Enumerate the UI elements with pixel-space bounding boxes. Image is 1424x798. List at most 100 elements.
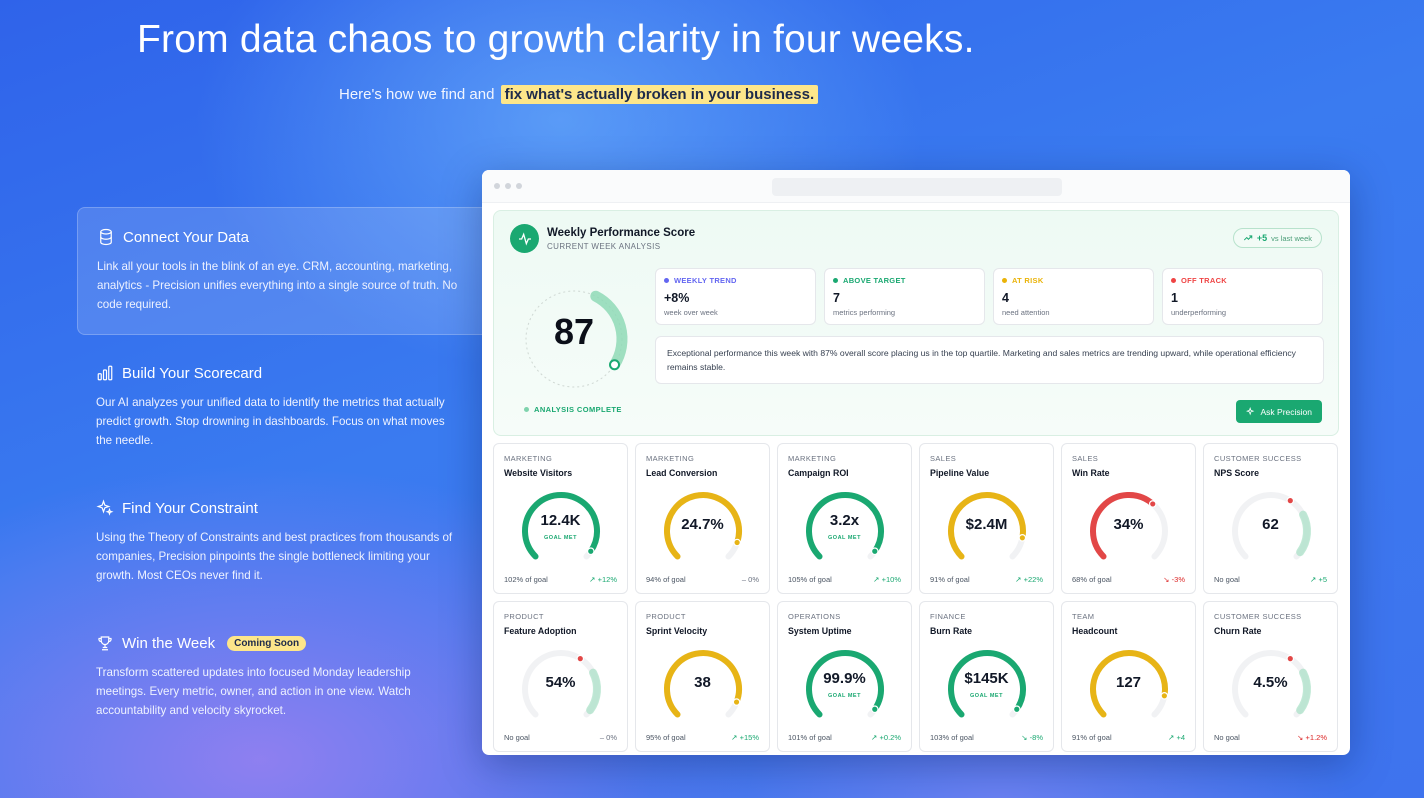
- metric-footer: 105% of goal ↗ +10%: [788, 575, 901, 584]
- metric-delta: ↗ +4: [1168, 733, 1185, 742]
- goal-met-label: GOAL MET: [970, 693, 1003, 699]
- metric-card[interactable]: CUSTOMER SUCCESS NPS Score 62 No goal ↗ …: [1203, 443, 1338, 594]
- stat-note: need attention: [1002, 308, 1050, 317]
- metric-card[interactable]: MARKETING Website Visitors 12.4K GOAL ME…: [493, 443, 628, 594]
- metric-footer: 102% of goal ↗ +12%: [504, 575, 617, 584]
- gauge-marker: [1286, 654, 1295, 663]
- gauge-fill: [586, 668, 601, 715]
- metric-name: Churn Rate: [1214, 626, 1262, 636]
- score-gauge: [525, 290, 628, 388]
- ask-precision-button[interactable]: Ask Precision: [1235, 400, 1322, 423]
- address-bar: [772, 178, 1062, 196]
- metric-delta: ↗ +10%: [873, 575, 901, 584]
- metric-card[interactable]: TEAM Headcount 127 91% of goal ↗ +4: [1061, 601, 1196, 752]
- hero-subtitle-highlight: fix what's actually broken in your busin…: [500, 85, 819, 104]
- step-build-scorecard[interactable]: Build Your Scorecard Our AI analyzes you…: [77, 344, 482, 470]
- metric-category: FINANCE: [930, 612, 966, 621]
- gauge-fill: [948, 492, 1026, 560]
- step-find-constraint[interactable]: Find Your Constraint Using the Theory of…: [77, 479, 482, 605]
- metric-gauge: [1090, 492, 1168, 560]
- gauge-marker: [870, 547, 879, 556]
- stat-card: OFF TRACK 1 underperforming: [1162, 268, 1323, 325]
- metric-card[interactable]: SALES Pipeline Value $2.4M 91% of goal ↗…: [919, 443, 1054, 594]
- status-dot: [1171, 278, 1176, 283]
- gauge-fill: [590, 290, 628, 371]
- performance-summary: Exceptional performance this week with 8…: [655, 336, 1324, 384]
- gauge-marker: [1018, 533, 1027, 542]
- trend-up-icon: [1243, 235, 1253, 241]
- metric-name: Burn Rate: [930, 626, 973, 636]
- goal-percent: 101% of goal: [788, 733, 832, 742]
- metric-footer: 91% of goal ↗ +22%: [930, 575, 1043, 584]
- metric-delta: ↘ -3%: [1163, 575, 1185, 584]
- gauge-fill: [1296, 510, 1311, 557]
- gauge-marker: [1012, 705, 1021, 714]
- metric-value: 24.7%: [681, 516, 724, 533]
- gauge-fill: [522, 492, 600, 560]
- metric-gauge: [664, 650, 742, 718]
- metric-footer: 95% of goal ↗ +15%: [646, 733, 759, 742]
- hero-subtitle-lead: Here's how we find and: [339, 86, 495, 103]
- metric-category: SALES: [930, 454, 957, 463]
- stat-note: week over week: [664, 308, 718, 317]
- step-win-week[interactable]: Win the Week Coming Soon Transform scatt…: [77, 614, 482, 740]
- metric-gauge: [1090, 650, 1169, 718]
- metric-category: MARKETING: [504, 454, 553, 463]
- metric-category: PRODUCT: [504, 612, 544, 621]
- metric-card[interactable]: PRODUCT Sprint Velocity 38 95% of goal ↗…: [635, 601, 770, 752]
- gauge-marker: [1160, 691, 1169, 700]
- activity-icon: [510, 224, 539, 253]
- metric-footer: 91% of goal ↗ +4: [1072, 733, 1185, 742]
- metric-value: 4.5%: [1253, 674, 1288, 691]
- goal-percent: 102% of goal: [504, 575, 548, 584]
- metric-category: TEAM: [1072, 612, 1095, 621]
- hero-subtitle: Here's how we find and fix what's actual…: [339, 85, 819, 104]
- stat-note: metrics performing: [833, 308, 896, 317]
- metric-card[interactable]: OPERATIONS System Uptime 99.9% GOAL MET …: [777, 601, 912, 752]
- metric-gauge: [1232, 492, 1311, 560]
- metric-footer: No goal ↘ +1.2%: [1214, 733, 1327, 742]
- database-icon: [100, 228, 112, 246]
- stat-card: AT RISK 4 need attention: [993, 268, 1154, 325]
- stat-label: ABOVE TARGET: [833, 276, 976, 285]
- gauge-fill: [1296, 668, 1311, 715]
- metric-gauge: [948, 650, 1026, 718]
- goal-percent: 91% of goal: [930, 575, 970, 584]
- metric-card[interactable]: FINANCE Burn Rate $145K GOAL MET 103% of…: [919, 601, 1054, 752]
- status-dot: [524, 407, 529, 412]
- goal-percent: No goal: [1214, 733, 1240, 742]
- metric-name: Sprint Velocity: [646, 626, 708, 636]
- stat-value: 1: [1171, 291, 1178, 305]
- gauge-fill: [806, 650, 884, 718]
- step-connect-data[interactable]: Connect Your Data Link all your tools in…: [77, 207, 482, 335]
- metric-card[interactable]: MARKETING Lead Conversion 24.7% 94% of g…: [635, 443, 770, 594]
- status-dot: [664, 278, 669, 283]
- metric-card[interactable]: PRODUCT Feature Adoption 54% No goal – 0…: [493, 601, 628, 752]
- metric-category: CUSTOMER SUCCESS: [1214, 612, 1302, 621]
- metric-name: Headcount: [1072, 626, 1118, 636]
- metric-value: $145K: [964, 670, 1009, 687]
- metric-category: MARKETING: [788, 454, 837, 463]
- goal-percent: 103% of goal: [930, 733, 974, 742]
- metric-card[interactable]: MARKETING Campaign ROI 3.2x GOAL MET 105…: [777, 443, 912, 594]
- metric-name: System Uptime: [788, 626, 852, 636]
- goal-met-label: GOAL MET: [828, 535, 861, 541]
- gauge-marker: [1286, 496, 1295, 505]
- performance-panel: Weekly Performance Score CURRENT WEEK AN…: [493, 210, 1339, 436]
- status-dot: [833, 278, 838, 283]
- window-titlebar: [482, 170, 1350, 203]
- window-controls: [494, 183, 522, 189]
- status-dot: [1002, 278, 1007, 283]
- stat-label: WEEKLY TREND: [664, 276, 807, 285]
- metric-delta: ↗ +15%: [731, 733, 759, 742]
- vs-last-week-badge: +5 vs last week: [1232, 228, 1322, 248]
- metric-card[interactable]: CUSTOMER SUCCESS Churn Rate 4.5% No goal…: [1203, 601, 1338, 752]
- metric-delta: ↗ +5: [1310, 575, 1327, 584]
- metric-gauge: [522, 492, 600, 560]
- metric-card[interactable]: SALES Win Rate 34% 68% of goal ↘ -3%: [1061, 443, 1196, 594]
- stat-value: 7: [833, 291, 840, 305]
- step-description: Link all your tools in the blink of an e…: [97, 260, 458, 311]
- metric-category: CUSTOMER SUCCESS: [1214, 454, 1302, 463]
- step-description: Our AI analyzes your unified data to ide…: [96, 396, 445, 447]
- metric-footer: 101% of goal ↗ +0.2%: [788, 733, 901, 742]
